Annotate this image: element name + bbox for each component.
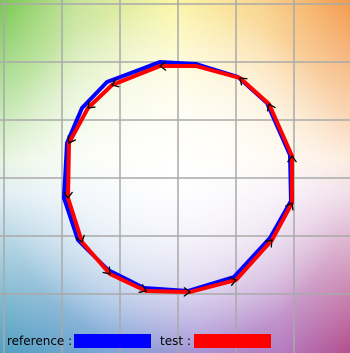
- legend-reference-label: reference :: [7, 334, 72, 348]
- legend-test-swatch: [194, 334, 271, 348]
- arrowhead-icon: [285, 202, 294, 211]
- arrowhead-icon: [87, 100, 96, 109]
- arrowhead-icon: [287, 154, 297, 163]
- arrowhead-icon: [228, 276, 238, 287]
- arrowhead-icon: [63, 191, 73, 200]
- arrowhead-icon: [239, 77, 248, 86]
- arrowhead-icon: [110, 78, 120, 88]
- arrowhead-icon: [158, 61, 167, 71]
- arrowhead-icon: [67, 135, 76, 144]
- legend-test-label: test :: [160, 334, 191, 348]
- arrowhead-icon: [75, 234, 85, 244]
- arrowhead-icon: [264, 239, 273, 248]
- arrowhead-icon: [183, 287, 192, 297]
- arrowhead-icon: [102, 266, 111, 275]
- arrowhead-icon: [138, 284, 147, 293]
- legend-reference-swatch: [74, 334, 151, 348]
- legend: reference : test :: [7, 334, 271, 348]
- arrowhead-icon: [266, 102, 276, 112]
- stroke-direction-arrows: [63, 61, 297, 297]
